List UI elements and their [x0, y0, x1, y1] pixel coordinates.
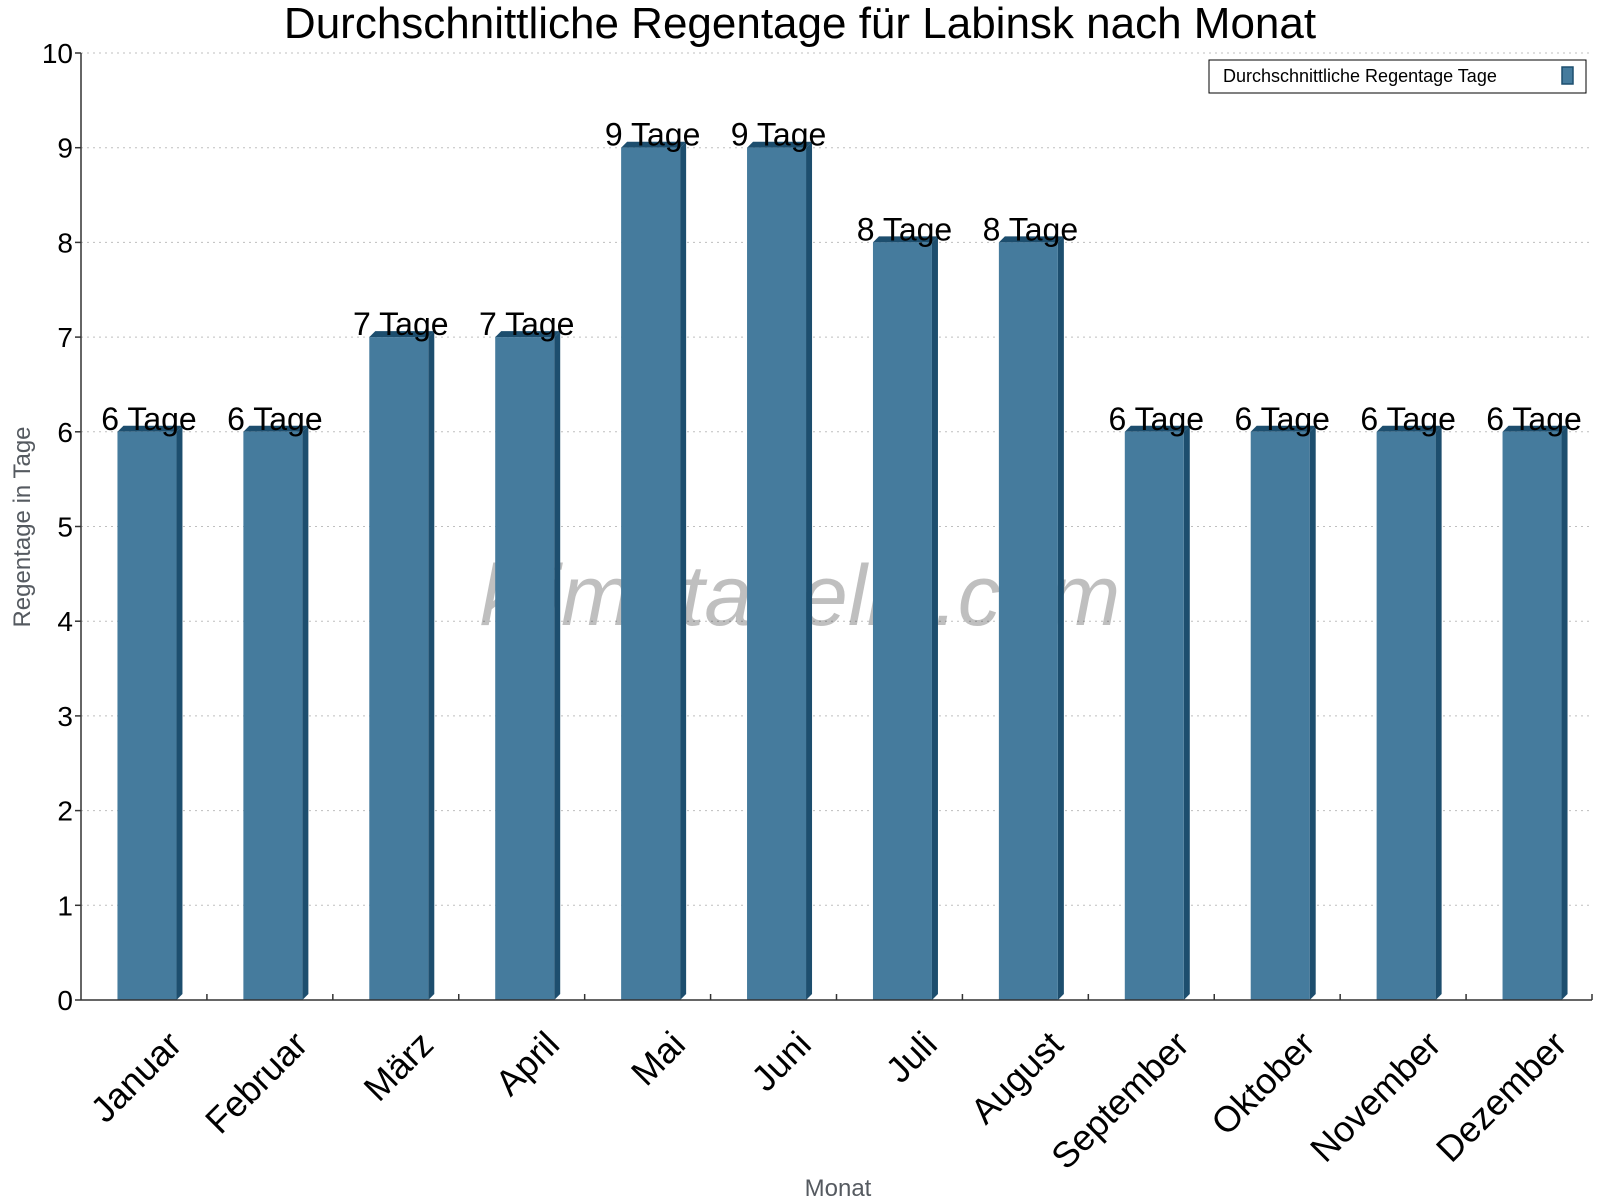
bar-side: [428, 331, 435, 1001]
bar-side: [302, 425, 309, 1000]
bar: [117, 431, 177, 1000]
bar-top: [369, 331, 435, 338]
x-tick-label: Juni: [743, 1023, 819, 1099]
bars: [117, 141, 1568, 1001]
y-tick-label: 8: [57, 227, 73, 258]
bar-top: [747, 141, 813, 148]
legend-swatch: [1561, 66, 1574, 85]
x-tick-label: März: [356, 1023, 442, 1109]
y-axis-ticks: 0 1 2 3 4 5 6 7 8 9 10: [42, 38, 81, 1016]
bar-side: [1183, 425, 1190, 1000]
y-tick-label: 1: [57, 890, 73, 921]
bar-side: [931, 236, 938, 1000]
x-tick-label: September: [1043, 1023, 1197, 1177]
bar-data-label: 6 Tage: [1486, 401, 1582, 437]
legend-box: [1208, 59, 1587, 94]
x-tick-label: April: [487, 1023, 567, 1103]
y-axis-label: Regentage in Tage: [9, 426, 36, 627]
bar: [998, 242, 1058, 1000]
bar-top: [495, 331, 561, 338]
y-tick-label: 3: [57, 701, 73, 732]
x-tick-label: Januar: [82, 1023, 189, 1130]
bar-data-label: 7 Tage: [479, 306, 575, 342]
bar-data-label: 8 Tage: [857, 211, 953, 247]
bar-side: [680, 141, 687, 1000]
bar-side: [1561, 425, 1568, 1000]
x-tick-label: Dezember: [1428, 1023, 1574, 1169]
bar-top: [1250, 425, 1316, 432]
x-tick-label: Juli: [878, 1023, 945, 1090]
y-tick-label: 10: [42, 38, 73, 69]
bar: [1250, 431, 1310, 1000]
bar-top: [998, 236, 1064, 243]
x-tick-label: Mai: [623, 1023, 693, 1093]
x-axis-ticks: Januar Februar März April Mai Juni Juli AugustS…: [82, 994, 1593, 1177]
x-tick-label: Oktober: [1203, 1023, 1323, 1143]
x-tick-label: November: [1302, 1023, 1448, 1169]
x-axis-label: Monat: [805, 1175, 872, 1200]
bar-data-label: 9 Tage: [605, 117, 701, 153]
bar-side: [1057, 236, 1064, 1000]
bar: [495, 337, 555, 1001]
bar-top: [117, 425, 183, 432]
legend-entry-label: Durchschnittliche Regentage Tage: [1223, 66, 1497, 86]
bar: [872, 242, 932, 1000]
bar-data-label: 6 Tage: [1109, 401, 1205, 437]
bar-top: [872, 236, 938, 243]
y-tick-label: 4: [57, 606, 73, 637]
bar-data-label: 9 Tage: [731, 117, 827, 153]
bar: [1502, 431, 1562, 1000]
bar-side: [1435, 425, 1442, 1000]
chart-title: Durchschnittliche Regentage für Labinsk …: [284, 0, 1316, 48]
bar-top: [1124, 425, 1190, 432]
legend: Durchschnittliche Regentage Tage: [1208, 59, 1587, 94]
x-tick-label: August: [962, 1023, 1070, 1131]
bar-side: [554, 331, 561, 1001]
bar-side: [1309, 425, 1316, 1000]
bar-data-label: 7 Tage: [353, 306, 449, 342]
bar-side: [176, 425, 183, 1000]
bar-data-label: 8 Tage: [983, 211, 1079, 247]
bar-side: [806, 141, 813, 1000]
data-labels: 6 Tage 6 Tage 7 Tage 7 Tage 9 Tage 9 Tage 8 Ta…: [101, 117, 1582, 437]
bar-data-label: 6 Tage: [1234, 401, 1330, 437]
x-tick-label: Februar: [197, 1023, 315, 1141]
y-tick-label: 6: [57, 417, 73, 448]
bar-top: [1502, 425, 1568, 432]
bar-top: [1376, 425, 1442, 432]
bar-top: [243, 425, 309, 432]
y-tick-label: 7: [57, 322, 73, 353]
bar: [1376, 431, 1436, 1000]
bar-data-label: 6 Tage: [227, 401, 323, 437]
bar: [1124, 431, 1184, 1000]
bar-data-label: 6 Tage: [1360, 401, 1456, 437]
y-tick-label: 5: [57, 512, 73, 543]
bar-top: [621, 141, 687, 148]
bar: [369, 337, 429, 1001]
bar: [747, 147, 807, 1000]
bar-data-label: 6 Tage: [101, 401, 197, 437]
y-tick-label: 2: [57, 796, 73, 827]
bar: [243, 431, 303, 1000]
y-tick-label: 0: [57, 985, 73, 1016]
y-tick-label: 9: [57, 133, 73, 164]
bar: [621, 147, 681, 1000]
